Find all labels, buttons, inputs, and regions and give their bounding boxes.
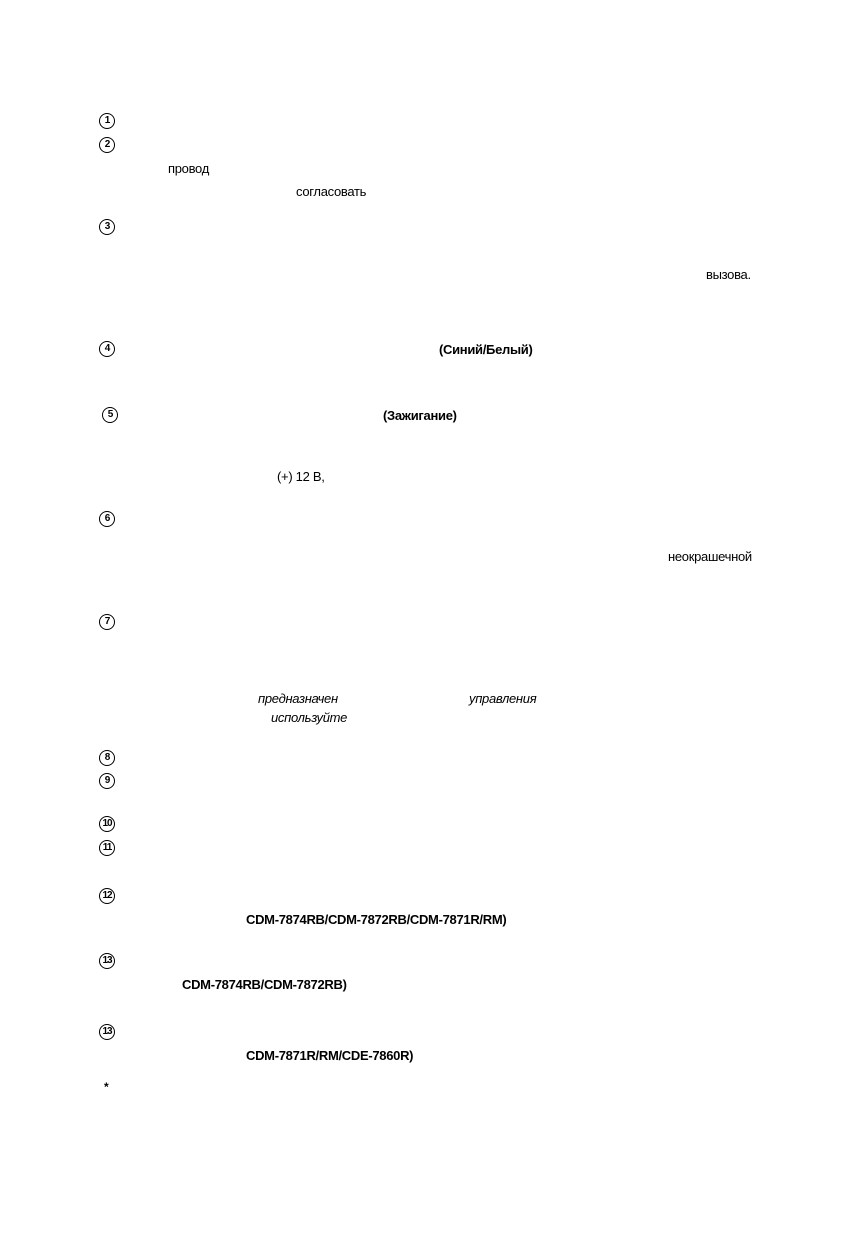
marker-10: 10 (99, 816, 115, 832)
marker-13a: 13 (99, 953, 115, 969)
marker-8: 8 (99, 750, 115, 766)
text-models-12: CDM-7874RB/CDM-7872RB/CDM-7871R/RM) (246, 912, 507, 927)
text-use: используйте (271, 710, 348, 725)
text-match: согласовать (296, 184, 367, 199)
text-models-13b: CDM-7871R/RM/CDE-7860R) (246, 1048, 414, 1063)
marker-11: 11 (99, 840, 115, 856)
marker-2: 2 (99, 137, 115, 153)
footnote-asterisk: * (104, 1080, 109, 1094)
marker-7: 7 (99, 614, 115, 630)
text-intended: предназначен (258, 691, 338, 706)
marker-1: 1 (99, 113, 115, 129)
marker-12: 12 (99, 888, 115, 904)
marker-3: 3 (99, 219, 115, 235)
text-plus12v: (+) 12 В, (277, 469, 325, 484)
text-blue-white: (Синий/Белый) (439, 342, 533, 357)
text-call: вызова. (706, 267, 751, 282)
marker-5: 5 (102, 407, 118, 423)
text-unpainted: неокрашечной (668, 549, 752, 564)
text-wire: провод (168, 161, 209, 176)
marker-13b: 13 (99, 1024, 115, 1040)
marker-6: 6 (99, 511, 115, 527)
marker-4: 4 (99, 341, 115, 357)
marker-9: 9 (99, 773, 115, 789)
text-models-13a: CDM-7874RB/CDM-7872RB) (182, 977, 347, 992)
text-control: управления (469, 691, 537, 706)
text-ignition: (Зажигание) (383, 408, 457, 423)
